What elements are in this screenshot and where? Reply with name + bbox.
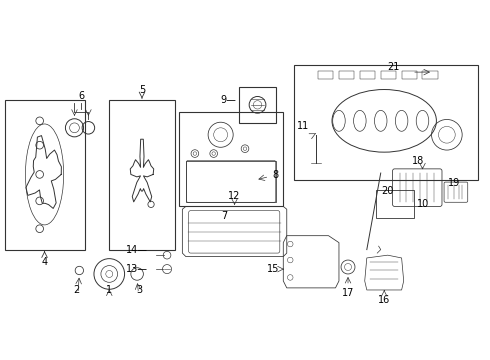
Text: 8: 8 (273, 170, 279, 180)
Text: 19: 19 (448, 178, 461, 188)
Text: 13—: 13— (125, 264, 147, 274)
Bar (402, 71, 417, 79)
Text: 16: 16 (378, 295, 391, 305)
Text: 15: 15 (268, 264, 280, 274)
Bar (294, 65, 478, 180)
Text: 1: 1 (106, 285, 112, 295)
Text: 18: 18 (412, 156, 424, 166)
Text: 14—: 14— (125, 244, 147, 255)
Text: 12: 12 (228, 191, 241, 201)
Text: 5: 5 (139, 85, 145, 95)
Text: 17: 17 (342, 288, 354, 298)
Bar (360, 71, 375, 79)
Text: 11: 11 (297, 121, 309, 131)
Bar (109, 100, 175, 249)
Bar (186, 161, 276, 202)
Bar (339, 71, 354, 79)
Text: 9—: 9— (221, 95, 237, 105)
Bar (179, 112, 283, 206)
Bar (5, 100, 85, 249)
Bar (240, 87, 276, 123)
Text: 10: 10 (417, 199, 429, 210)
Bar (381, 71, 396, 79)
Text: 4: 4 (42, 257, 48, 266)
Bar (318, 71, 333, 79)
Bar (376, 190, 414, 218)
Text: 2: 2 (74, 285, 80, 295)
Text: 3: 3 (136, 285, 142, 295)
Text: 7: 7 (221, 211, 227, 221)
Text: 6: 6 (78, 91, 84, 101)
Text: 20: 20 (382, 185, 394, 195)
Bar (422, 71, 438, 79)
Text: 21: 21 (388, 62, 400, 72)
